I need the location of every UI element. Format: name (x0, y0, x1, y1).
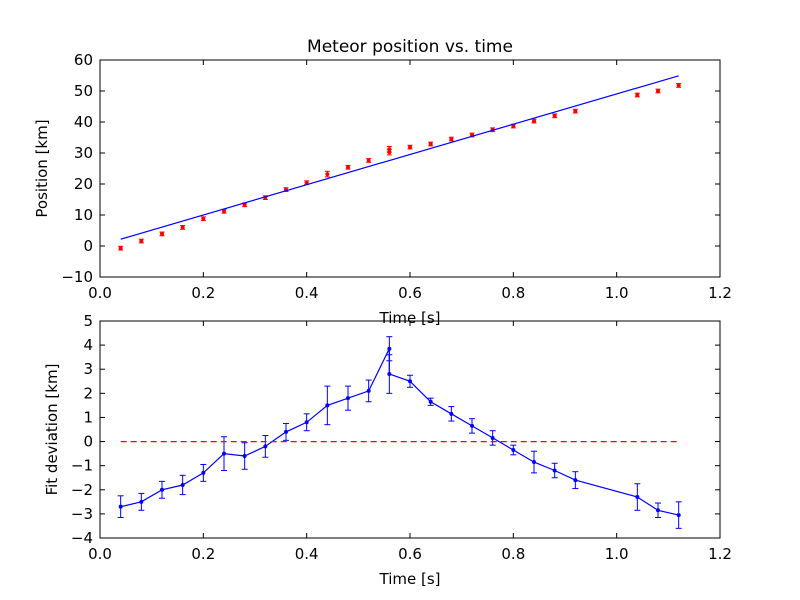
x-tick-label: 0.4 (295, 545, 319, 563)
data-point (160, 231, 164, 236)
x-tick-label: 0.8 (501, 545, 525, 563)
y-axis-label: Position [km] (33, 119, 51, 217)
data-point (656, 89, 660, 93)
x-tick-label: 1.0 (605, 545, 629, 563)
data-point (180, 482, 185, 487)
data-point (118, 504, 123, 509)
data-point (676, 83, 681, 88)
y-tick-label: 20 (74, 175, 93, 193)
data-point (180, 225, 185, 230)
x-tick-label: 1.2 (708, 545, 732, 563)
data-point (222, 209, 226, 214)
y-tick-label: 50 (74, 82, 93, 100)
data-point (387, 372, 392, 377)
y-tick-label: −1 (71, 457, 93, 475)
data-point (201, 216, 206, 221)
y-tick-label: −4 (71, 529, 93, 547)
deviation-plot-ticks: 0.0 0.2 0.4 0.6 0.8 1.0 1.2 −4 −3 −2 −1 0 1 2 3 4 5 (71, 312, 732, 563)
data-point (387, 147, 392, 152)
data-point (222, 451, 226, 456)
data-point (490, 435, 495, 440)
y-tick-label: 60 (74, 51, 93, 69)
data-point (304, 180, 309, 185)
data-point (263, 444, 268, 449)
y-tick-label: 0 (83, 237, 93, 255)
data-point (532, 460, 536, 465)
data-point (139, 239, 144, 244)
data-point (201, 470, 206, 475)
data-point (532, 119, 536, 124)
data-point (408, 379, 412, 384)
data-point (428, 399, 433, 404)
y-tick-label: 40 (74, 113, 93, 131)
data-point (656, 508, 660, 513)
y-axis-label: Fit deviation [km] (43, 364, 61, 496)
x-tick-label: 0.6 (398, 284, 422, 302)
y-tick-label: −2 (71, 481, 93, 499)
data-point (366, 388, 371, 393)
data-point (470, 423, 474, 428)
deviation-plot: 0.0 0.2 0.4 0.6 0.8 1.0 1.2 −4 −3 −2 −1 0 1 2 3 4 5 Time… (43, 312, 732, 588)
data-point (428, 142, 433, 147)
y-tick-label: −10 (61, 268, 93, 286)
data-point (552, 113, 557, 118)
y-tick-label: 0 (83, 433, 93, 451)
data-point (676, 513, 681, 518)
data-point (139, 499, 144, 504)
data-point (284, 429, 288, 434)
data-point (325, 172, 330, 177)
data-point (573, 109, 578, 114)
data-point (449, 411, 454, 416)
fit-line (120, 75, 679, 240)
data-point (325, 403, 330, 408)
data-point (552, 468, 557, 473)
data-point (408, 145, 412, 150)
chart-title: Meteor position vs. time (307, 37, 513, 57)
deviation-plot-marks (117, 336, 682, 529)
position-plot-ticks: 0.0 0.2 0.4 0.6 0.8 1.0 1.2 −10 0 10 20 30 40 50 60 (61, 51, 732, 302)
y-tick-label: 3 (83, 360, 93, 378)
x-tick-label: 1.0 (605, 284, 629, 302)
x-tick-label: 0.0 (88, 545, 112, 563)
x-axis-label: Time [s] (379, 570, 441, 588)
data-point (346, 165, 350, 170)
y-tick-label: 4 (83, 336, 93, 354)
x-tick-label: 0.4 (295, 284, 319, 302)
x-axis-label: Time [s] (379, 309, 441, 327)
data-point (635, 495, 640, 500)
data-point (511, 447, 516, 452)
position-plot: 0.0 0.2 0.4 0.6 0.8 1.0 1.2 −10 0 10 20 30 40 50 60 Me… (33, 37, 732, 327)
position-plot-marks (118, 75, 682, 251)
y-tick-label: 1 (83, 408, 93, 426)
data-point (160, 487, 164, 492)
data-point (304, 420, 309, 425)
data-point (635, 93, 640, 98)
x-tick-label: 0.6 (398, 545, 422, 563)
data-point (346, 396, 350, 401)
y-tick-label: 10 (74, 206, 93, 224)
y-tick-label: 2 (83, 384, 93, 402)
x-tick-label: 1.2 (708, 284, 732, 302)
data-point (366, 158, 371, 163)
x-tick-label: 0.2 (191, 284, 215, 302)
x-tick-label: 0.2 (191, 545, 215, 563)
data-point (242, 454, 247, 459)
data-point (387, 346, 392, 351)
data-point (573, 478, 578, 483)
x-tick-label: 0.0 (88, 284, 112, 302)
y-tick-label: 30 (74, 144, 93, 162)
y-tick-label: 5 (83, 312, 93, 330)
data-point (449, 137, 454, 142)
y-tick-label: −3 (71, 505, 93, 523)
data-point (118, 246, 123, 251)
x-tick-label: 0.8 (501, 284, 525, 302)
